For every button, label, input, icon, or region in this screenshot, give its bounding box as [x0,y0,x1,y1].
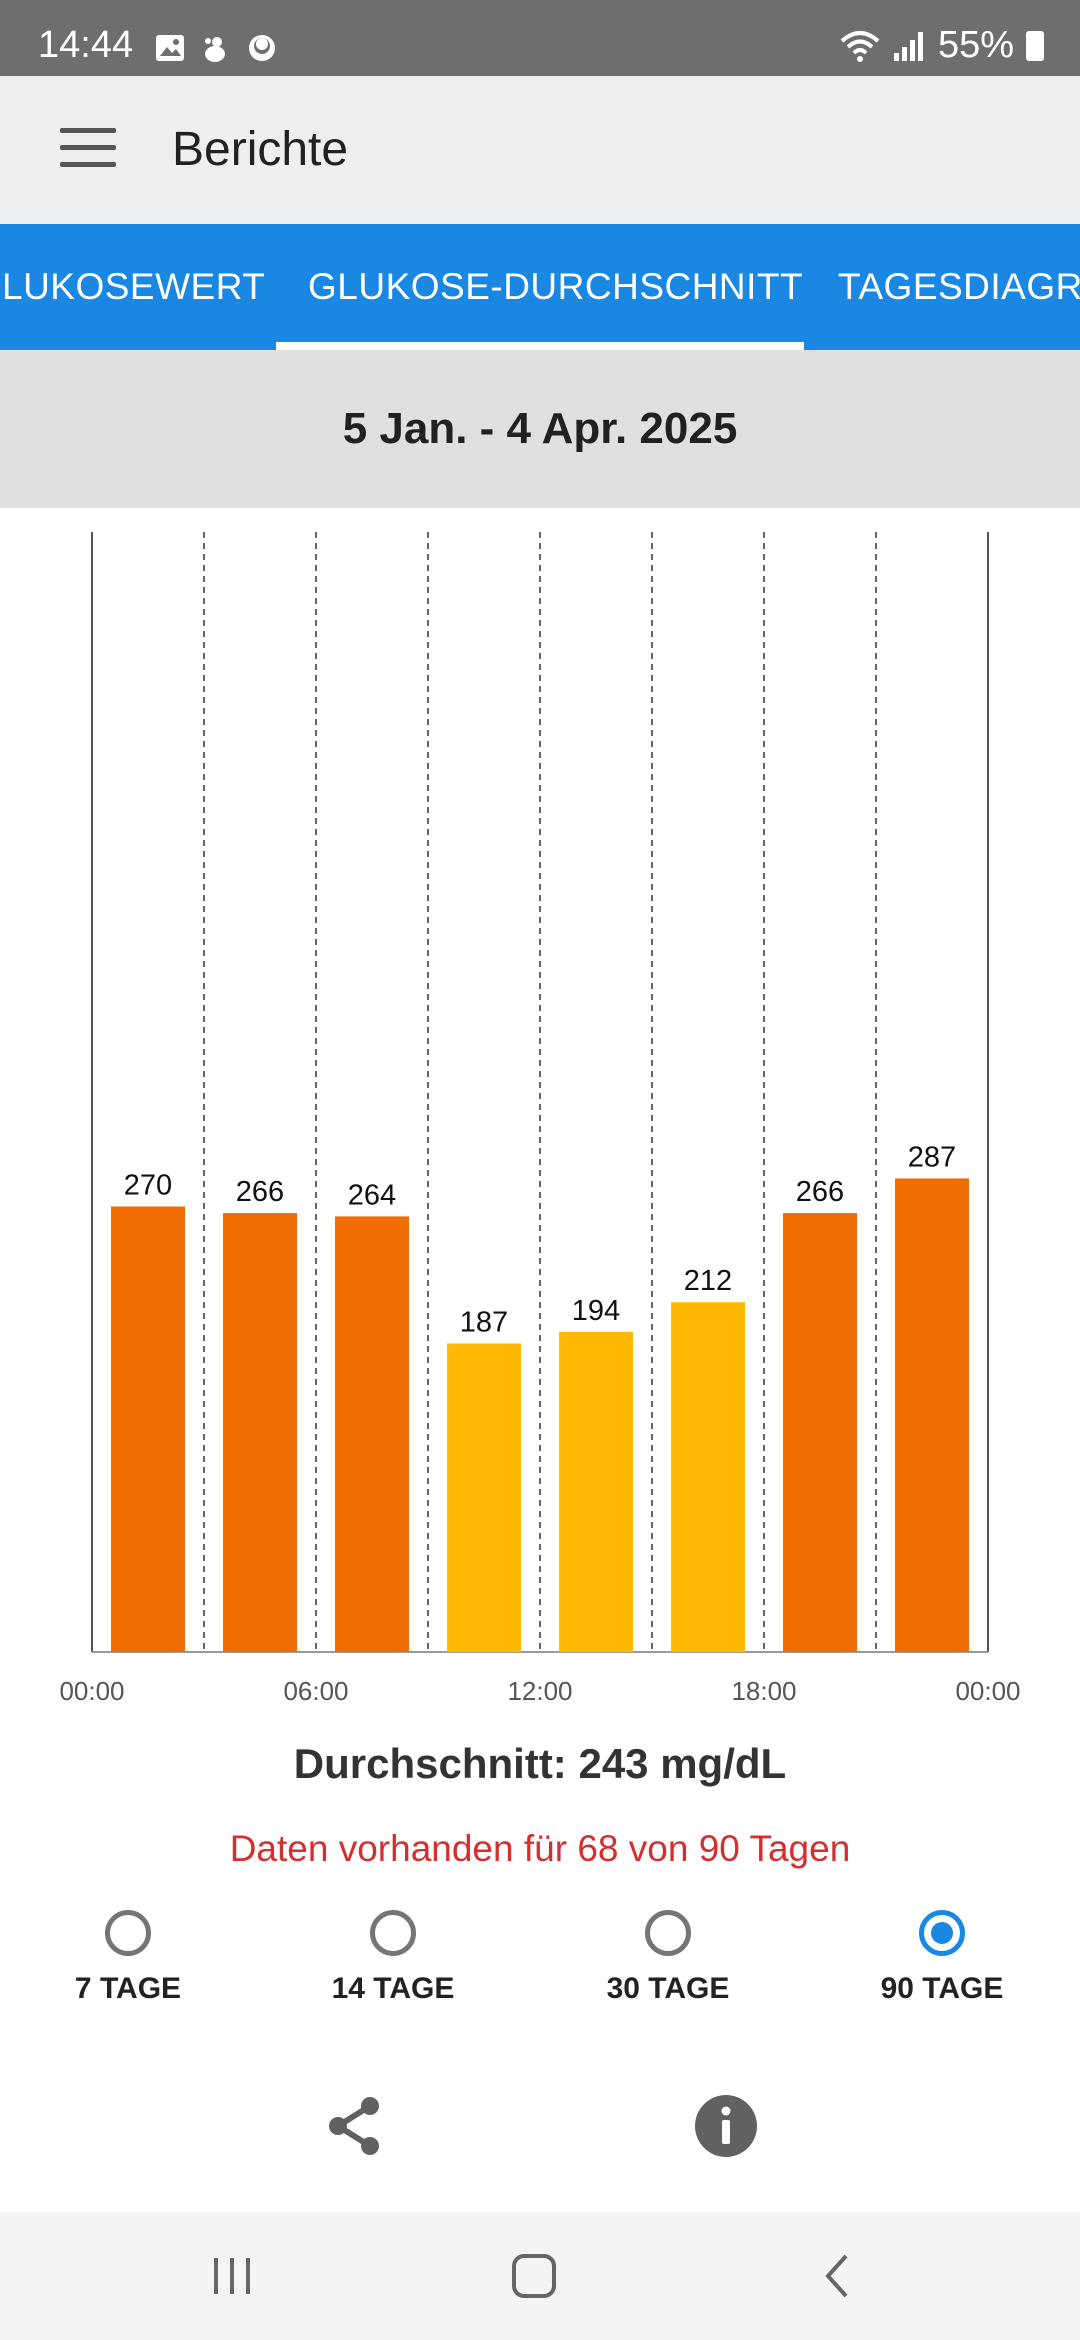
signal-icon [893,31,923,61]
x-tick-label: 06:00 [283,1676,348,1706]
back-icon[interactable] [810,2250,870,2302]
bar [223,1213,297,1652]
status-bar: 14:44 55% [0,0,1080,76]
tab-bar: LUKOSEWERT GLUKOSE-DURCHSCHNITT TAGESDIA… [0,224,1080,350]
radio-14-tage[interactable] [370,1910,416,1956]
app-icon [249,35,275,61]
bar [559,1331,633,1652]
menu-icon[interactable] [60,128,116,172]
tab-tagesdiagramm[interactable]: TAGESDIAGRA [838,266,1080,307]
system-nav-bar [0,2212,1080,2340]
x-tick-label: 00:00 [955,1676,1020,1706]
bar-value-label: 270 [124,1170,172,1202]
bar-value-label: 266 [796,1176,844,1208]
radio-30-tage[interactable] [645,1910,691,1956]
wifi-icon [840,30,880,62]
app-bar: Berichte [0,76,1080,224]
bar [447,1343,521,1652]
radio-label: 14 TAGE [331,1972,455,2005]
bar-value-label: 264 [348,1179,396,1211]
battery-percent: 55% [937,24,1014,66]
average-value: Durchschnitt: 243 mg/dL [293,1740,787,1787]
bar [783,1213,857,1652]
bar-value-label: 212 [684,1265,732,1297]
bar-value-label: 187 [460,1306,508,1338]
tab-glukose-durchschnitt[interactable]: GLUKOSE-DURCHSCHNITT [308,266,804,307]
radio-label: 90 TAGE [880,1972,1004,2005]
bar [671,1302,745,1652]
x-tick-label: 18:00 [731,1676,796,1706]
period-option-90[interactable]: 90 TAGE [832,1910,1052,2006]
tab-indicator [276,342,804,350]
data-availability-note: Daten vorhanden für 68 von 90 Tagen [229,1828,851,1869]
radio-90-tage[interactable] [919,1910,965,1956]
date-range-bar: 5 Jan. - 4 Apr. 2025 [0,350,1080,508]
notification-icon [205,37,225,62]
battery-icon [1026,30,1044,61]
bar-value-label: 194 [572,1295,620,1327]
gallery-icon [156,35,184,61]
period-selector: 7 TAGE 14 TAGE 30 TAGE 90 TAGE [0,1910,1080,2040]
glucose-average-chart: 270 266 264 187 194 212 266 287 00:00 06:00 12:00 1… [59,532,1021,1706]
x-tick-label: 12:00 [507,1676,572,1706]
bar [335,1216,409,1652]
radio-label: 7 TAGE [74,1972,182,2005]
info-icon[interactable] [692,2092,760,2160]
bar [111,1206,185,1652]
status-time: 14:44 [38,24,134,66]
bar-value-label: 266 [236,1176,284,1208]
page-title: Berichte [172,123,349,176]
x-tick-label: 00:00 [59,1676,124,1706]
share-icon[interactable] [320,2092,388,2160]
recent-apps-icon[interactable] [202,2250,262,2302]
period-option-30[interactable]: 30 TAGE [558,1910,778,2006]
period-option-7[interactable]: 7 TAGE [18,1910,238,2006]
radio-7-tage[interactable] [105,1910,151,1956]
status-icons-right: 55% [840,24,1044,67]
radio-label: 30 TAGE [606,1972,730,2005]
home-icon[interactable] [504,2250,564,2302]
tab-glukosewert[interactable]: LUKOSEWERT [2,266,266,307]
date-range: 5 Jan. - 4 Apr. 2025 [342,404,738,453]
bar-value-label: 287 [908,1141,956,1173]
status-icons-left [154,32,278,64]
period-option-14[interactable]: 14 TAGE [283,1910,503,2006]
bar [895,1178,969,1652]
